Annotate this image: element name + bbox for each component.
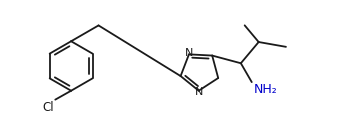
Text: NH₂: NH₂: [254, 83, 277, 96]
Text: N: N: [194, 87, 203, 97]
Text: Cl: Cl: [43, 101, 54, 114]
Text: N: N: [185, 48, 193, 58]
